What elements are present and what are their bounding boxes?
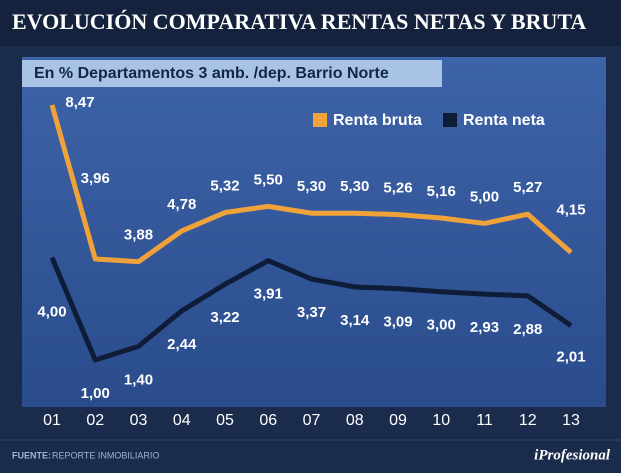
- value-label: 5,26: [383, 180, 412, 197]
- value-label: 8,47: [65, 94, 94, 111]
- value-label: 3,00: [427, 317, 456, 334]
- legend-swatch: [443, 113, 457, 127]
- value-label: 1,00: [81, 385, 110, 402]
- value-label: 2,01: [556, 348, 585, 365]
- value-label: 5,50: [254, 171, 283, 188]
- legend-label: Renta bruta: [333, 112, 422, 129]
- x-tick-label: 01: [43, 412, 61, 429]
- value-label: 3,88: [124, 227, 153, 244]
- source: REPORTE INMOBILIARIO: [52, 450, 159, 460]
- x-tick-label: 11: [476, 412, 493, 429]
- x-tick-label: 06: [259, 412, 277, 429]
- value-label: 5,32: [210, 177, 239, 194]
- brand: iProfesional: [534, 447, 611, 463]
- value-label: 1,40: [124, 371, 153, 388]
- value-label: 5,30: [297, 178, 326, 195]
- x-tick-label: 03: [130, 412, 148, 429]
- value-label: 5,00: [470, 188, 499, 205]
- value-label: 4,15: [556, 201, 585, 218]
- legend-label: Renta neta: [463, 112, 545, 129]
- x-tick-label: 13: [562, 412, 580, 429]
- legend-swatch: [313, 113, 327, 127]
- value-label: 5,30: [340, 178, 369, 195]
- value-label: 3,91: [254, 286, 283, 303]
- subtitle-band: [22, 60, 442, 87]
- series-line: [49, 256, 573, 363]
- x-tick-label: 10: [432, 412, 450, 429]
- header-band: [0, 0, 621, 46]
- value-label: 3,22: [210, 309, 239, 326]
- x-tick-label: 02: [86, 412, 104, 429]
- series-line: [49, 104, 573, 265]
- value-label: 2,88: [513, 321, 542, 338]
- value-label: 3,09: [383, 314, 412, 331]
- x-tick-label: 05: [216, 412, 234, 429]
- page-title: EVOLUCIÓN COMPARATIVA RENTAS NETAS Y BRU…: [12, 9, 586, 34]
- value-label: 3,14: [340, 312, 370, 329]
- x-tick-label: 12: [519, 412, 537, 429]
- value-label: 4,00: [37, 304, 66, 321]
- x-tick-label: 07: [303, 412, 321, 429]
- subtitle: En % Departamentos 3 amb. /dep. Barrio N…: [34, 65, 389, 82]
- value-label: 5,27: [513, 179, 542, 196]
- value-label: 5,16: [427, 183, 456, 200]
- x-tick-label: 08: [346, 412, 364, 429]
- value-label: 2,93: [470, 319, 499, 336]
- x-tick-label: 04: [173, 412, 191, 429]
- source-label: FUENTE:: [12, 450, 51, 460]
- value-label: 2,44: [167, 336, 197, 353]
- value-label: 3,96: [81, 170, 110, 187]
- value-label: 4,78: [167, 196, 196, 213]
- value-label: 3,37: [297, 304, 326, 321]
- x-tick-label: 09: [389, 412, 407, 429]
